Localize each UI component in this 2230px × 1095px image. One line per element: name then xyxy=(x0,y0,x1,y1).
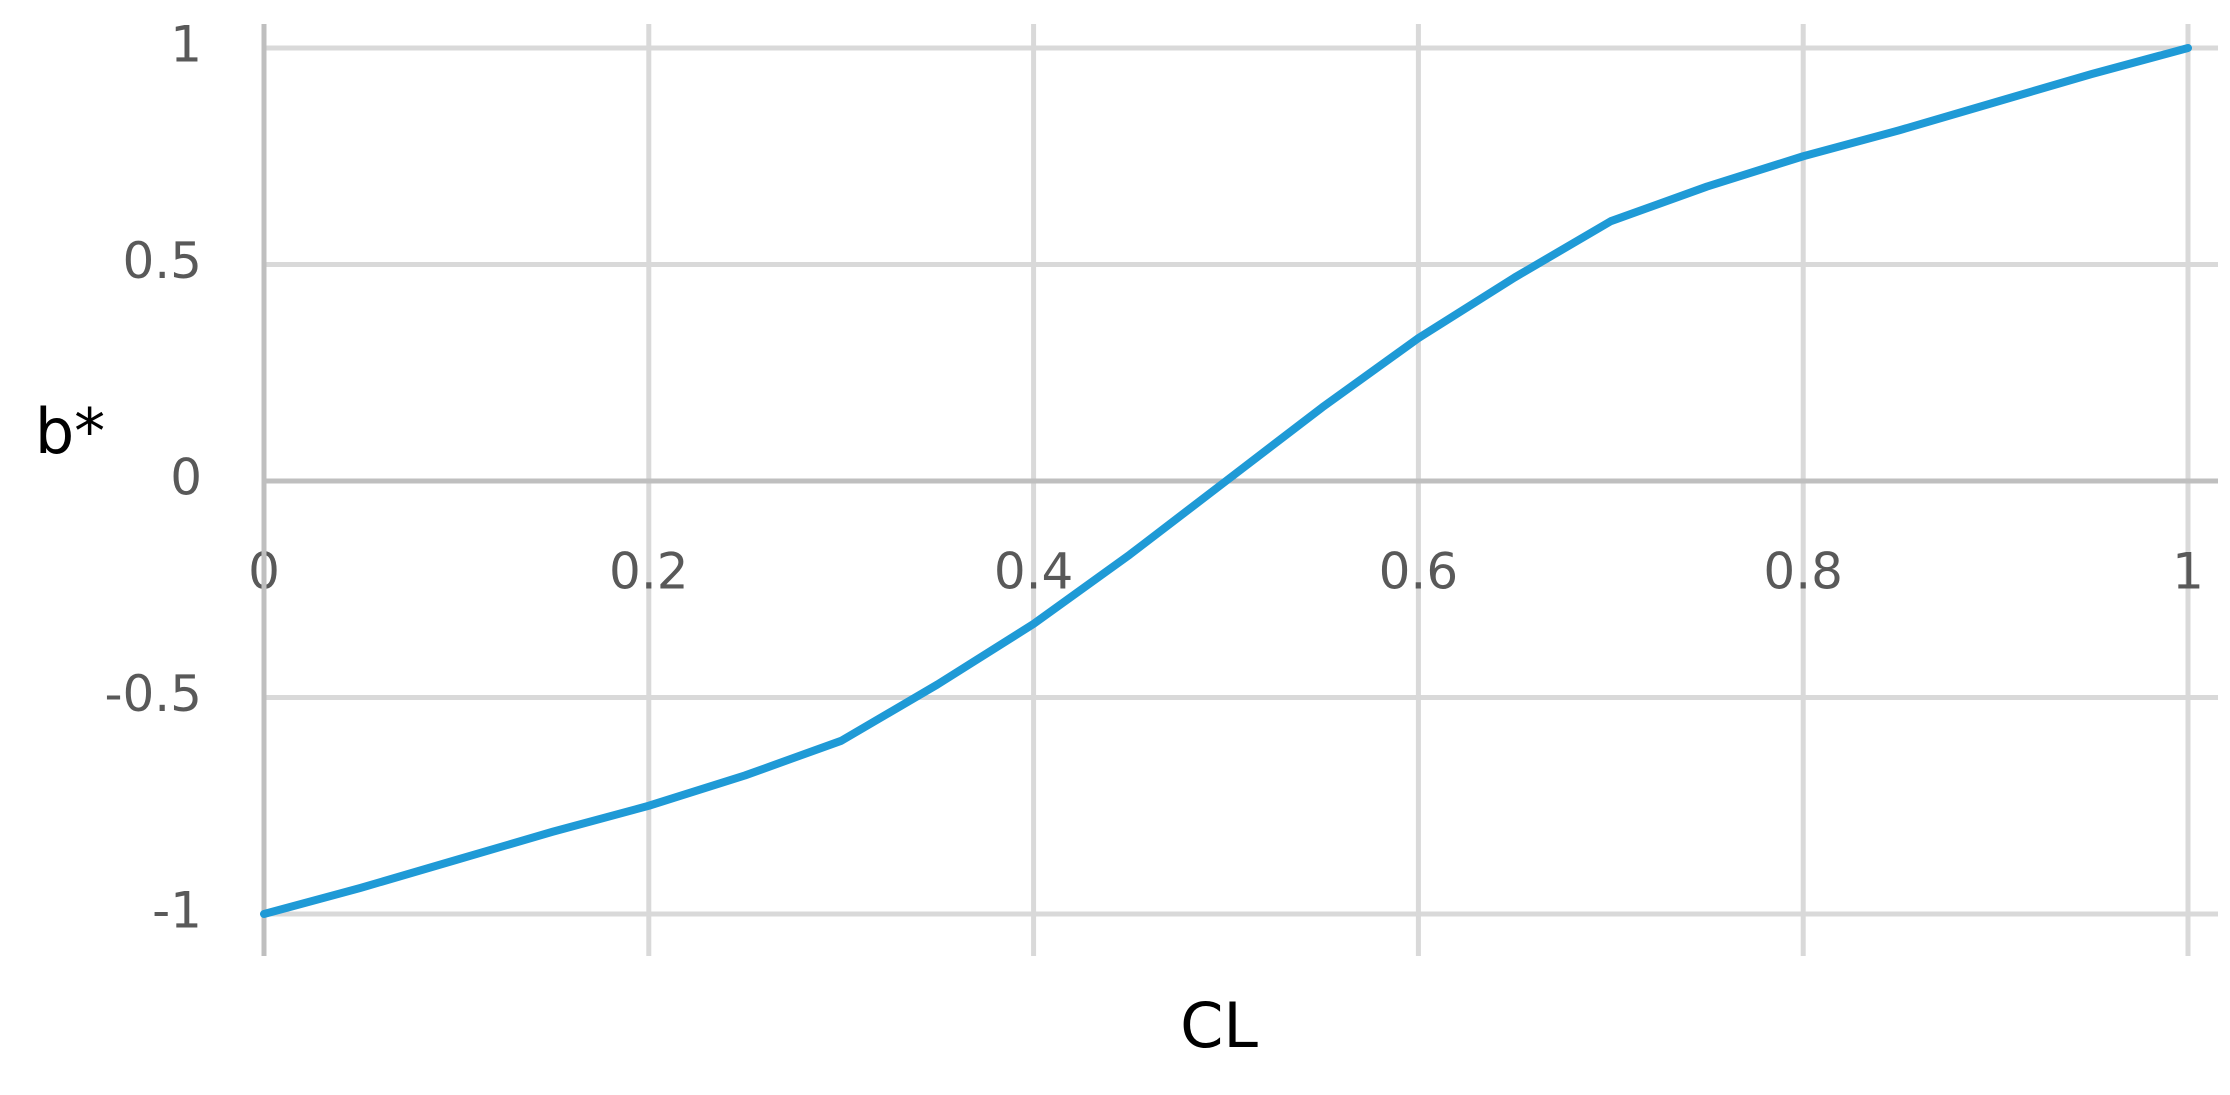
x-tick-label: 0.6 xyxy=(1379,543,1459,601)
x-tick-label: 1 xyxy=(2172,543,2204,601)
x-tick-label: 0.4 xyxy=(994,543,1074,601)
y-tick-label: 1 xyxy=(170,16,202,74)
y-tick-label: -0.5 xyxy=(104,665,202,723)
data-line xyxy=(260,44,2192,918)
y-axis-title: b* xyxy=(35,395,105,468)
x-tick-label: 0.8 xyxy=(1763,543,1843,601)
y-tick-label: 0 xyxy=(170,449,202,507)
y-tick-label: -1 xyxy=(152,882,202,940)
y-tick-label: 0.5 xyxy=(122,232,202,290)
x-axis-title: CL xyxy=(1180,989,1258,1062)
x-tick-label: 0.2 xyxy=(609,543,689,601)
